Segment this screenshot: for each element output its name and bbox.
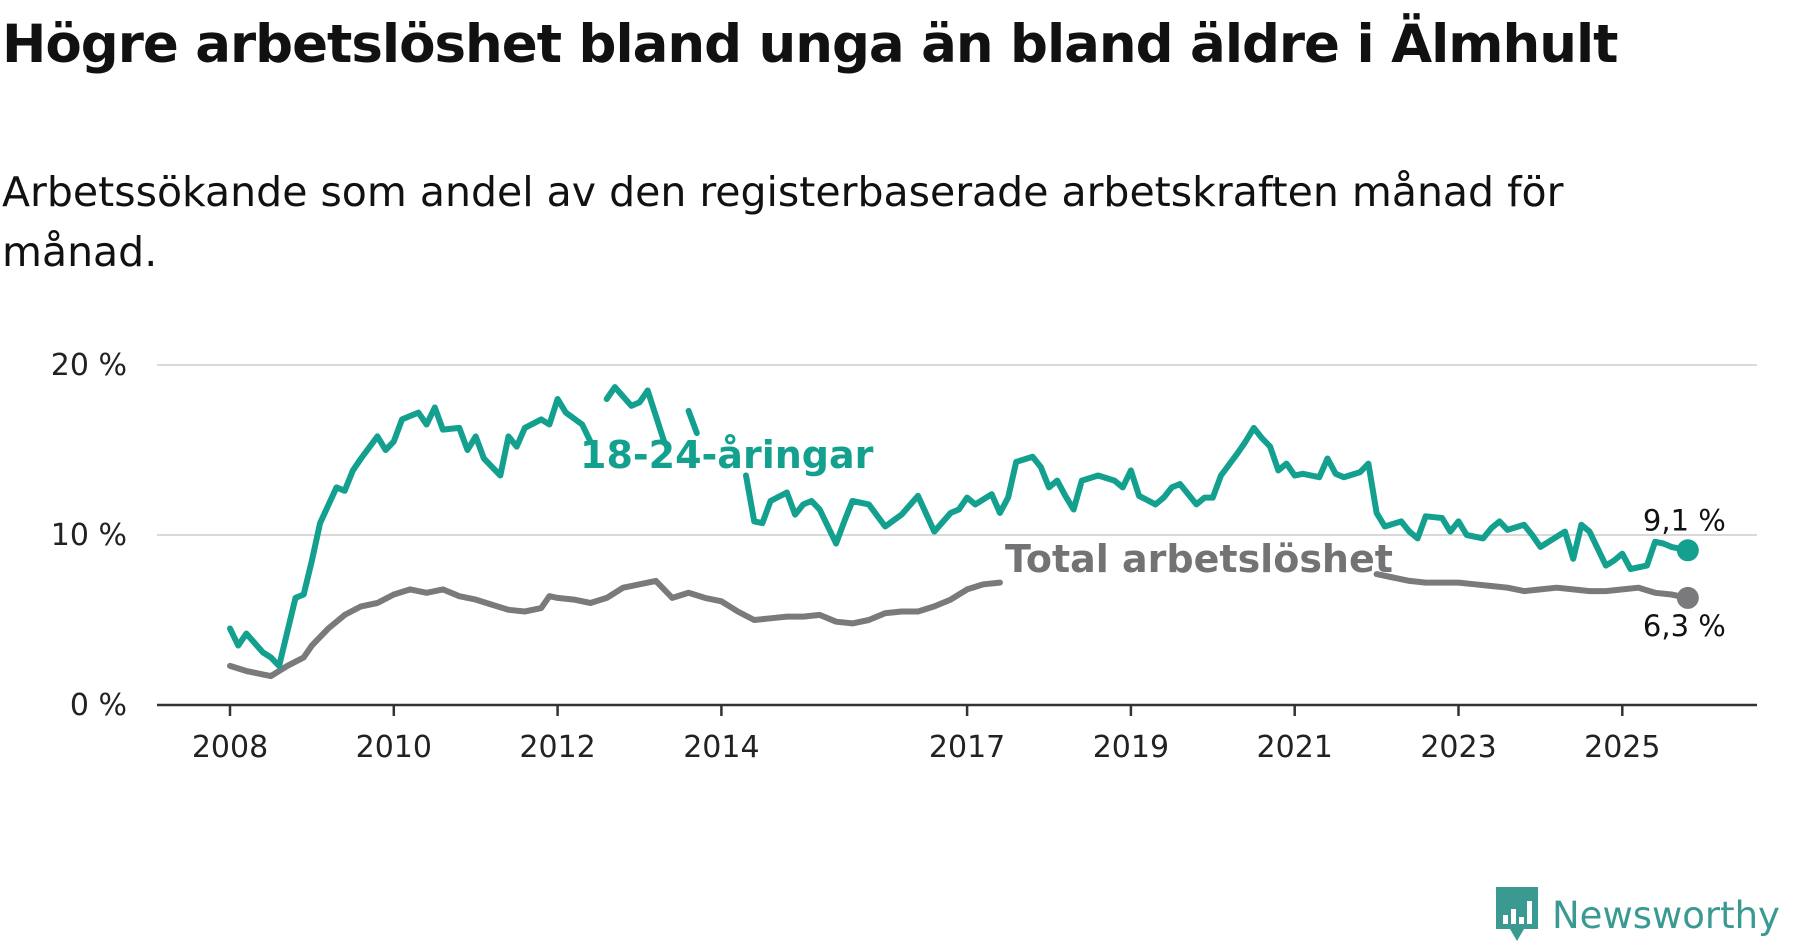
series-line-18-24 — [685, 407, 700, 436]
end-value-total: 6,3 % — [1643, 609, 1726, 643]
y-tick-label: 20 % — [51, 348, 127, 383]
y-tick-label: 0 % — [70, 688, 127, 723]
x-axis-ticks: 2008 2010 2012 2014 2017 2019 2021 2023 2025 — [192, 705, 1660, 765]
series-lines — [227, 384, 1699, 680]
end-dot-total — [1676, 586, 1699, 609]
x-tick-label: 2025 — [1584, 730, 1660, 765]
newsworthy-logo-icon — [1496, 887, 1538, 941]
line-chart: 0 % 10 % 20 % 2008 2010 2012 2014 2017 2019 2021… — [51, 348, 1757, 765]
x-tick-label: 2014 — [683, 730, 759, 765]
series-line-18-24 — [603, 384, 668, 445]
x-tick-label: 2012 — [519, 730, 595, 765]
series-line-total — [1373, 571, 1691, 601]
x-tick-label: 2023 — [1420, 730, 1496, 765]
chart-title: Högre arbetslöshet bland unga än bland ä… — [2, 14, 1618, 75]
brand-name: Newsworthy — [1552, 893, 1780, 937]
x-tick-label: 2019 — [1093, 730, 1169, 765]
x-tick-label: 2017 — [929, 730, 1005, 765]
newsworthy-brand: Newsworthy — [1492, 882, 1780, 948]
end-dot-18-24 — [1676, 539, 1699, 562]
x-tick-label: 2008 — [192, 730, 268, 765]
series-label-18-24: 18-24-åringar — [580, 433, 874, 477]
series-line-18-24 — [227, 396, 594, 669]
x-tick-label: 2021 — [1257, 730, 1333, 765]
chart-subtitle: Arbetssökande som andel av den registerb… — [2, 168, 1564, 276]
series-label-total: Total arbetslöshet — [1005, 537, 1393, 581]
gridlines — [157, 364, 1757, 707]
end-labels: 9,1 % 6,3 % — [1643, 503, 1726, 643]
series-line-total — [227, 577, 1003, 680]
series-line-18-24 — [743, 424, 1691, 572]
x-tick-label: 2010 — [356, 730, 432, 765]
y-tick-label: 10 % — [51, 518, 127, 553]
y-axis-ticks: 0 % 10 % 20 % — [51, 348, 127, 723]
end-value-18-24: 9,1 % — [1643, 503, 1726, 537]
series-labels: 18-24-åringar Total arbetslöshet — [580, 433, 1393, 581]
